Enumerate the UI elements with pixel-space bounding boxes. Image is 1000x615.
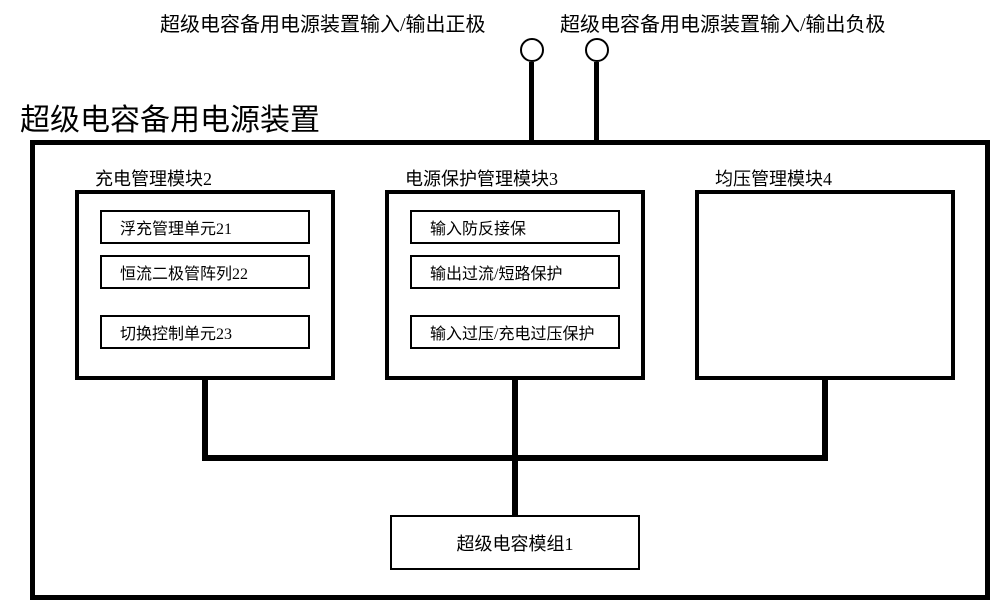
device-title: 超级电容备用电源装置	[20, 95, 320, 139]
unit-protect-2: 输入过压/充电过压保护	[410, 315, 620, 349]
terminal-positive-icon	[520, 38, 544, 62]
module-label-protect: 电源保护管理模块3	[405, 165, 558, 191]
conn-drop-v	[512, 455, 518, 515]
unit-charge-2: 切换控制单元23	[100, 315, 310, 349]
module-box-balance	[695, 190, 955, 380]
conn-charge-v	[202, 380, 208, 460]
terminal-negative-icon	[585, 38, 609, 62]
unit-charge-0: 浮充管理单元21	[100, 210, 310, 244]
conn-protect-v	[512, 380, 518, 460]
conn-balance-v	[822, 380, 828, 460]
bottom-module-box: 超级电容模组1	[390, 515, 640, 570]
wire-negative	[594, 62, 599, 140]
unit-protect-1: 输出过流/短路保护	[410, 255, 620, 289]
unit-charge-1: 恒流二极管阵列22	[100, 255, 310, 289]
wire-positive	[529, 62, 534, 140]
top-label-negative: 超级电容备用电源装置输入/输出负极	[560, 8, 886, 37]
unit-protect-0: 输入防反接保	[410, 210, 620, 244]
top-label-positive: 超级电容备用电源装置输入/输出正极	[160, 8, 486, 37]
module-label-balance: 均压管理模块4	[715, 165, 832, 191]
module-label-charge: 充电管理模块2	[95, 165, 212, 191]
